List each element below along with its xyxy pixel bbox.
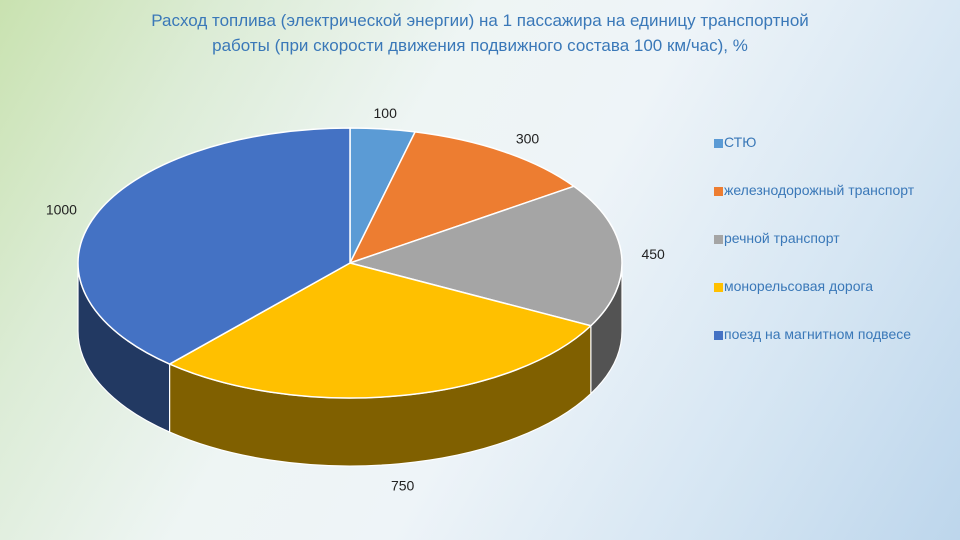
legend-label-4: поезд на магнитном подвесе (724, 326, 912, 342)
pie-slice-1 (348, 131, 576, 265)
legend-swatch-1 (714, 187, 723, 196)
legend-label-3: монорельсовая дорога (724, 278, 874, 294)
legend-item-3: монорельсовая дорога (714, 278, 873, 294)
chart-title-line-1: Расход топлива (электрической энергии) н… (151, 11, 809, 30)
data-label-2: 450 (641, 246, 665, 262)
legend-label-1: железнодорожный транспорт (724, 182, 915, 198)
pie-slice-2 (347, 185, 623, 327)
legend-swatch-4 (714, 331, 723, 340)
legend-swatch-3 (714, 283, 723, 292)
data-label-1: 300 (516, 131, 540, 147)
chart-title: Расход топлива (электрической энергии) н… (60, 8, 900, 58)
legend-label-0: СТЮ (724, 134, 757, 150)
legend-swatch-0 (714, 139, 723, 148)
legend-swatch-2 (714, 235, 723, 244)
legend-item-1: железнодорожный транспорт (714, 182, 914, 198)
data-label-3: 750 (391, 478, 415, 494)
legend-item-2: речной транспорт (714, 230, 840, 246)
pie-slice-4 (77, 127, 351, 365)
data-label-0: 100 (374, 105, 398, 121)
legend-label-2: речной транспорт (724, 230, 840, 246)
chart-title-line-2: работы (при скорости движения подвижного… (212, 36, 748, 55)
legend-item-4: поезд на магнитном подвесе (714, 326, 911, 342)
legend-item-0: СТЮ (714, 134, 756, 150)
data-label-4: 1000 (46, 201, 77, 217)
pie-slice-3 (167, 262, 593, 399)
